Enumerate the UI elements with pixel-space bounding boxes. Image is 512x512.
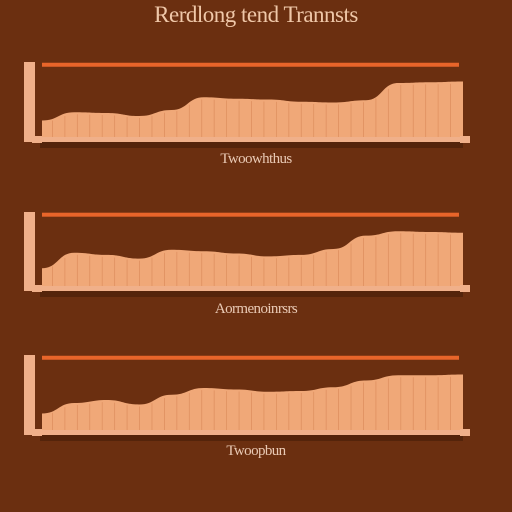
panel-2-reference-line (42, 212, 459, 217)
panel-1-y-axis (24, 62, 35, 142)
panel-3-left-cap (32, 429, 42, 436)
panel-1-baseline (34, 137, 469, 142)
panel-3-baseline-shadow (40, 435, 463, 441)
panel-1-reference-line (42, 62, 459, 67)
panel-1-left-cap (32, 136, 42, 143)
panel-2-area (42, 231, 463, 286)
panel-3-reference-line (42, 355, 459, 360)
panel-label-2: Aormenoinrsrs (214, 301, 298, 317)
panel-3-y-axis (24, 355, 35, 435)
panel-3-area (42, 374, 463, 430)
panel-label-1: Twoowhthus (220, 151, 292, 167)
panel-2-y-axis (24, 212, 35, 291)
panel-2-baseline-shadow (40, 291, 463, 297)
panel-label-3: Twoopbun (226, 443, 286, 459)
chart-title: Rerdlong tend Trannsts (154, 2, 358, 27)
panel-2-left-cap (32, 285, 42, 292)
panel-1-right-cap (460, 136, 470, 143)
panel-3-baseline (34, 430, 469, 435)
panel-1-baseline-shadow (40, 142, 463, 148)
panel-1-area (42, 81, 463, 137)
panel-3-right-cap (460, 429, 470, 436)
panel-2-baseline (34, 286, 469, 291)
panel-2-right-cap (460, 285, 470, 292)
